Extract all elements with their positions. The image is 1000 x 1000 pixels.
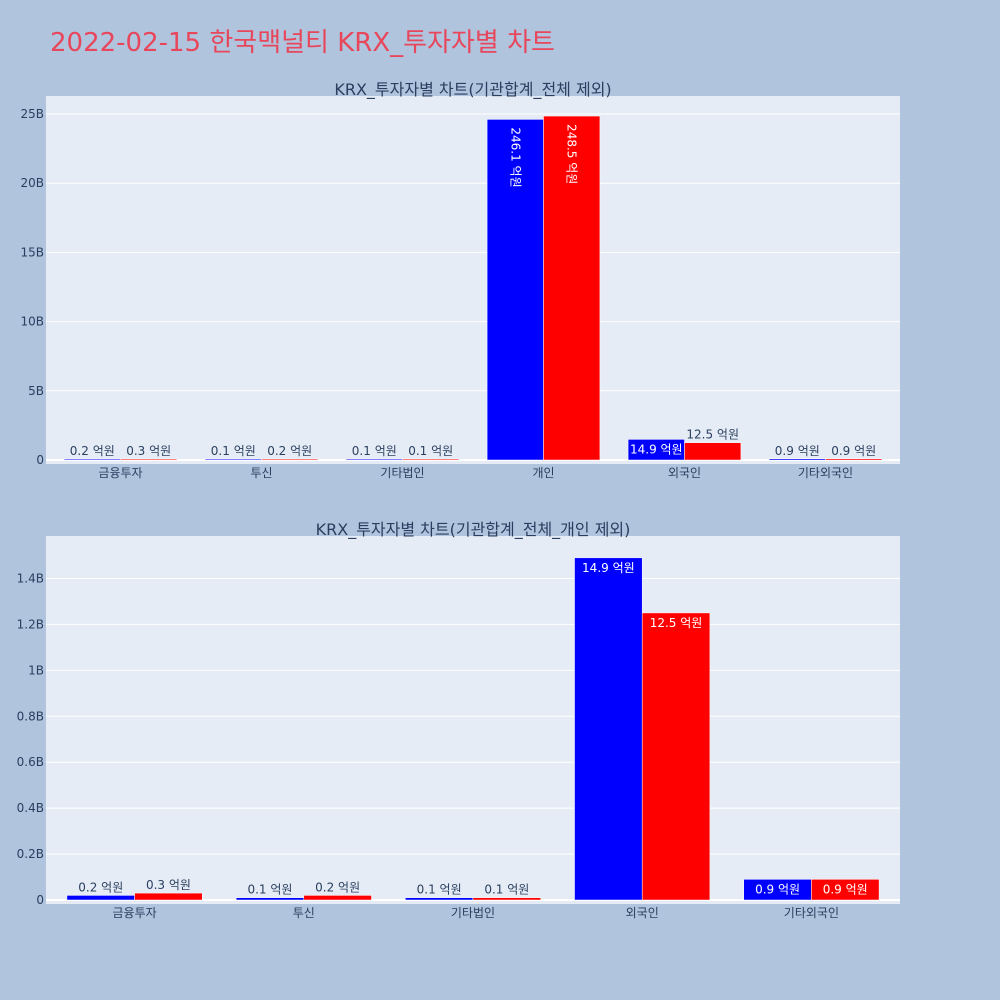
x-tick-label: 투신 [293, 906, 315, 920]
chart-2-title: KRX_투자자별 차트(기관합계_전체_개인 제외) [316, 520, 631, 540]
bar [811, 879, 880, 901]
y-tick-label: 0.6B [17, 755, 44, 769]
data-label: 0.1 억원 [352, 444, 397, 458]
y-tick-label: 10B [20, 315, 44, 329]
data-label: 0.1 억원 [408, 444, 453, 458]
y-tick-label: 1.2B [17, 617, 44, 631]
data-label: 248.5 억원 [565, 124, 579, 184]
x-tick-label: 외국인 [668, 466, 701, 480]
bar [303, 895, 372, 901]
x-tick-label: 개인 [532, 466, 554, 480]
bar [402, 458, 460, 461]
data-label: 0.1 억원 [417, 883, 462, 897]
y-tick-label: 5B [28, 384, 44, 398]
bar [134, 892, 203, 901]
y-tick-label: 0 [36, 453, 44, 467]
y-tick-label: 1B [28, 663, 44, 677]
y-tick-label: 0 [36, 893, 44, 907]
bar [261, 458, 319, 461]
y-tick-label: 1.4B [17, 571, 44, 585]
bar [641, 612, 711, 901]
chart-1-title: KRX_투자자별 차트(기관합계_전체 제외) [334, 80, 611, 100]
x-tick-label: 기타외국인 [798, 466, 853, 480]
data-label: 0.3 억원 [126, 444, 171, 458]
bar [405, 897, 474, 901]
page-title: 2022-02-15 한국맥널티 KRX_투자자별 차트 [50, 28, 555, 58]
bar [574, 557, 643, 901]
y-tick-label: 0.8B [17, 709, 44, 723]
plot-area-1 [46, 96, 900, 464]
data-label: 0.2 억원 [70, 444, 115, 458]
bar [235, 897, 305, 901]
x-tick-label: 외국인 [626, 906, 659, 920]
x-tick-label: 기타법인 [380, 466, 424, 480]
data-label: 0.3 억원 [146, 878, 191, 892]
bar [66, 895, 135, 901]
bar [543, 115, 601, 461]
bar [825, 458, 883, 461]
data-label: 0.9 억원 [755, 882, 800, 896]
bar [684, 442, 742, 461]
data-label: 12.5 억원 [650, 616, 703, 630]
x-tick-label: 기타외국인 [784, 906, 839, 920]
data-label: 0.1 억원 [211, 444, 256, 458]
bar [63, 458, 121, 461]
data-label: 0.2 억원 [78, 880, 123, 894]
y-tick-label: 20B [20, 176, 44, 190]
y-tick-label: 25B [20, 107, 44, 121]
data-label: 0.9 억원 [823, 882, 868, 896]
x-tick-label: 투신 [250, 466, 272, 480]
data-label: 0.1 억원 [484, 883, 529, 897]
bar [204, 458, 262, 461]
bar [768, 458, 826, 461]
data-label: 0.2 억원 [267, 444, 312, 458]
data-label: 12.5 억원 [686, 428, 739, 442]
data-label: 14.9 억원 [630, 442, 683, 456]
x-tick-label: 기타법인 [451, 906, 495, 920]
y-tick-label: 0.2B [17, 847, 44, 861]
x-tick-label: 금융투자 [113, 906, 157, 920]
data-label: 0.1 억원 [247, 883, 292, 897]
bar [472, 897, 541, 901]
data-label: 0.9 억원 [831, 444, 876, 458]
data-label: 0.2 억원 [315, 880, 360, 894]
y-tick-label: 0.4B [17, 801, 44, 815]
x-tick-label: 금융투자 [98, 466, 142, 480]
bar [345, 458, 403, 461]
bar [120, 458, 178, 461]
data-label: 246.1 억원 [508, 127, 522, 187]
data-label: 14.9 억원 [582, 561, 635, 575]
plot-area-2 [46, 536, 900, 904]
data-label: 0.9 억원 [775, 444, 820, 458]
y-tick-label: 15B [20, 245, 44, 259]
